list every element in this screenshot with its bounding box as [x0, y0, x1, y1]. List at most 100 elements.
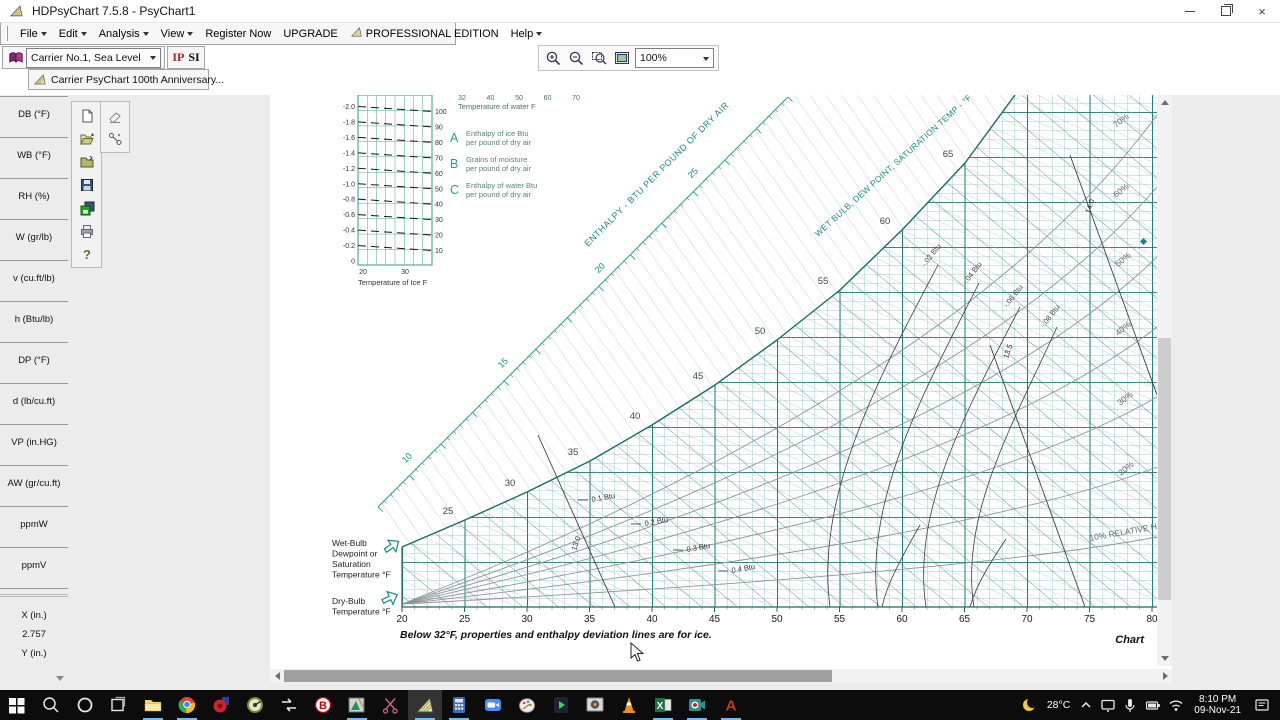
scroll-up-button[interactable] [1157, 95, 1172, 109]
taskbar-file-explorer-icon[interactable] [136, 690, 170, 720]
minimize-button[interactable] [1172, 0, 1208, 22]
chevron-up-icon[interactable] [1075, 690, 1097, 720]
horizontal-scrollbar[interactable] [270, 669, 1172, 683]
zoom-in-icon[interactable] [543, 48, 563, 68]
taskbar-shortcut-app-icon[interactable] [544, 690, 578, 720]
property-field-wb[interactable]: WB (°F) [0, 138, 68, 179]
scroll-down-button[interactable] [1157, 651, 1172, 665]
moon-icon[interactable] [1016, 690, 1042, 720]
taskbar-chrome-icon[interactable] [170, 690, 204, 720]
property-field-label: v (cu.ft/lb) [13, 273, 55, 284]
ip-units-button[interactable]: IP [172, 50, 185, 64]
preset-toolbar: Carrier No.1, Sea Level [2, 46, 165, 69]
toolbar-grip[interactable] [6, 26, 8, 41]
wifi-icon[interactable] [1165, 690, 1187, 720]
svg-text:A: A [726, 698, 737, 715]
property-field-vp[interactable]: VP (in.HG) [0, 425, 68, 466]
taskbar-start-button[interactable] [0, 690, 34, 720]
taskbar-cad-tool-icon[interactable] [340, 690, 374, 720]
taskbar-task-view-icon[interactable] [102, 690, 136, 720]
menu-item-label: View [160, 27, 185, 40]
taskbar-excel-icon[interactable]: X [646, 690, 680, 720]
display-icon[interactable] [1097, 690, 1119, 720]
property-field-aw[interactable]: AW (gr/cu.ft) [0, 466, 68, 507]
taskbar-snip-tool-icon[interactable] [374, 690, 408, 720]
action-center-icon[interactable] [1248, 690, 1276, 720]
svg-text:-0.6: -0.6 [343, 212, 355, 219]
print-button[interactable] [75, 219, 98, 242]
svg-text:X: X [657, 701, 664, 712]
vertical-scrollbar[interactable] [1157, 95, 1172, 666]
property-field-v[interactable]: v (cu.ft/lb) [0, 261, 68, 302]
fit-window-icon[interactable] [612, 48, 632, 68]
menu-item-edit[interactable]: Edit [53, 28, 93, 40]
taskbar-vlc-icon[interactable] [612, 690, 646, 720]
sidebar-scroll-down-icon[interactable] [56, 676, 64, 681]
property-field-d[interactable]: d (lb/cu.ft) [0, 384, 68, 425]
chart-canvas[interactable]: 20 25 30 35 40 45 50 55 60 65 70 75 80 25 30 35 40 45 50 55… [270, 92, 1192, 683]
taskbar-blower-app-icon[interactable] [204, 690, 238, 720]
zoom-region-icon[interactable] [589, 48, 609, 68]
menu-item-upgrade[interactable]: UPGRADE [277, 28, 343, 40]
svg-text:-1.8: -1.8 [343, 119, 355, 126]
property-field-ppmv[interactable]: ppmV [0, 548, 68, 589]
psychrometric-chart[interactable]: 20 25 30 35 40 45 50 55 60 65 70 75 80 25 30 35 40 45 50 55… [270, 92, 1192, 666]
battery-icon[interactable] [1141, 690, 1165, 720]
taskbar-autocad-icon[interactable]: A [714, 690, 748, 720]
taskbar-arrows-app-icon[interactable] [272, 690, 306, 720]
close-button[interactable]: × [1258, 3, 1266, 19]
scroll-right-button[interactable] [1158, 669, 1172, 683]
vertical-scroll-thumb[interactable] [1158, 338, 1171, 600]
svg-text:65: 65 [943, 149, 954, 160]
svg-text:75: 75 [1084, 614, 1096, 625]
svg-text:-1.4: -1.4 [343, 150, 355, 157]
help-button[interactable]: ? [75, 242, 98, 265]
save-all-button[interactable] [75, 196, 98, 219]
svg-text:65: 65 [959, 614, 971, 625]
si-units-button[interactable]: SI [188, 50, 200, 64]
temperature-readout[interactable]: 28°C [1046, 699, 1071, 711]
anniversary-toolbar[interactable]: Carrier PsyChart 100th Anniversary... [28, 69, 224, 90]
preset-dropdown[interactable]: Carrier No.1, Sea Level [26, 47, 161, 68]
menu-item-register-now[interactable]: Register Now [199, 28, 277, 40]
menu-item-analysis[interactable]: Analysis [93, 28, 155, 40]
svg-text:A: A [450, 131, 459, 145]
property-field-dp[interactable]: DP (°F) [0, 343, 68, 384]
horizontal-scroll-thumb[interactable] [284, 670, 832, 682]
svg-text:30: 30 [435, 217, 443, 224]
taskbar-screen-recorder-icon[interactable] [680, 690, 714, 720]
property-field-w[interactable]: W (gr/lb) [0, 220, 68, 261]
clock[interactable]: 8:10 PM 09-Nov-21 [1187, 694, 1248, 716]
dry-bulb-arrow-icon [381, 590, 399, 606]
zoom-level-dropdown[interactable]: 100% [635, 48, 714, 68]
scroll-left-button[interactable] [270, 669, 284, 683]
taskbar-ruby-app-icon[interactable]: B [306, 690, 340, 720]
microphone-icon[interactable] [1119, 690, 1141, 720]
menu-item-professional-edition[interactable]: PROFESSIONAL EDITION [344, 26, 505, 41]
eraser-button[interactable] [104, 104, 127, 127]
taskbar-valve-app-icon[interactable] [238, 690, 272, 720]
svg-text:Temperature of Ice F: Temperature of Ice F [358, 278, 428, 287]
taskbar-zoom-app-icon[interactable] [476, 690, 510, 720]
menu-item-file[interactable]: File [14, 28, 53, 40]
process-line-button[interactable] [104, 127, 127, 150]
new-document-button[interactable] [75, 104, 98, 127]
taskbar-search-icon[interactable] [34, 690, 68, 720]
menu-item-view[interactable]: View [155, 28, 200, 40]
property-field-ppmw[interactable]: ppmW [0, 507, 68, 548]
open-file-button[interactable] [75, 127, 98, 150]
taskbar-hdpsychart-icon[interactable] [408, 690, 442, 720]
open-chart-button[interactable] [75, 150, 98, 173]
property-field-rh[interactable]: RH (%) [0, 179, 68, 220]
svg-text:40: 40 [435, 202, 443, 209]
save-button[interactable] [75, 173, 98, 196]
taskbar-media-player-icon[interactable] [578, 690, 612, 720]
property-field-db[interactable]: DB (°F) [0, 97, 68, 138]
property-field-h[interactable]: h (Btu/lb) [0, 302, 68, 343]
taskbar-calculator-icon[interactable] [442, 690, 476, 720]
menu-item-help[interactable]: Help [505, 28, 549, 40]
taskbar-cortana-icon[interactable] [68, 690, 102, 720]
restore-button[interactable] [1208, 0, 1244, 22]
zoom-out-icon[interactable] [566, 48, 586, 68]
taskbar-paint3d-icon[interactable] [510, 690, 544, 720]
